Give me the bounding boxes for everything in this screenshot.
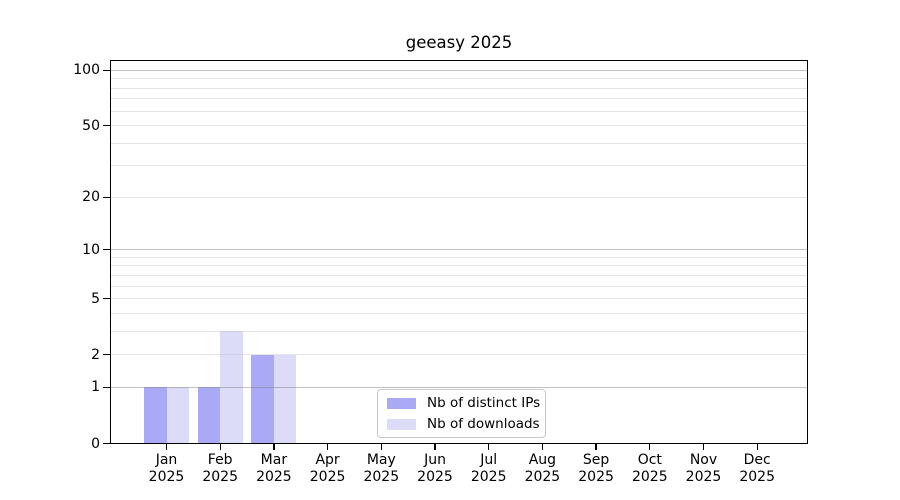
- y-tick-label: 10: [82, 241, 100, 258]
- y-tick-label: 1: [91, 379, 100, 396]
- gridline-minor: [111, 256, 807, 258]
- x-tick-year: 2025: [417, 468, 453, 485]
- y-tick-label: 100: [73, 62, 100, 79]
- x-tick-label: May 2025: [349, 452, 413, 485]
- x-tick-mark: [756, 443, 758, 450]
- x-tick-mark: [165, 443, 168, 450]
- y-tick-label: 5: [91, 290, 100, 307]
- x-tick-month: Dec: [743, 452, 771, 468]
- x-tick-month: Jan: [155, 452, 178, 468]
- x-tick-month: Jul: [480, 452, 498, 468]
- y-tick-mark: [103, 248, 110, 251]
- legend-swatch-nb-of-distinct-ips: [387, 397, 416, 409]
- gridline-minor: [111, 78, 807, 80]
- x-tick-label: Aug 2025: [510, 452, 574, 485]
- x-tick-mark: [326, 443, 329, 450]
- gridline-minor: [111, 265, 807, 267]
- x-tick-label: Dec 2025: [725, 452, 789, 485]
- x-tick-year: 2025: [256, 468, 292, 485]
- x-tick-year: 2025: [739, 468, 775, 485]
- x-tick-mark: [649, 443, 651, 450]
- x-tick-mark: [219, 443, 221, 450]
- gridline-major: [111, 69, 807, 71]
- legend: Nb of distinct IPs Nb of downloads: [377, 389, 546, 438]
- x-tick-month: Nov: [689, 452, 718, 468]
- gridline-major: [111, 249, 807, 251]
- legend-item-nb-of-downloads: Nb of downloads: [387, 415, 545, 433]
- x-tick-year: 2025: [202, 468, 238, 485]
- x-tick-mark: [702, 443, 705, 450]
- x-tick-year: 2025: [631, 468, 668, 485]
- x-tick-month: May: [366, 452, 396, 468]
- x-tick-year: 2025: [685, 468, 722, 485]
- x-tick-mark: [488, 443, 490, 450]
- gridline-minor: [111, 298, 807, 300]
- x-tick-mark: [541, 443, 544, 450]
- x-tick-label: Sep 2025: [564, 452, 628, 485]
- y-tick-mark: [103, 297, 110, 300]
- x-tick-month: Jun: [424, 452, 446, 468]
- bar-nb-of-downloads: [220, 331, 243, 444]
- x-tick-month: Aug: [528, 452, 557, 468]
- x-tick-month: Feb: [207, 452, 233, 468]
- x-tick-year: 2025: [470, 468, 507, 485]
- x-tick-year: 2025: [148, 468, 185, 485]
- bar-nb-of-distinct-ips: [144, 387, 167, 444]
- x-tick-year: 2025: [578, 468, 614, 485]
- bar-nb-of-downloads: [166, 387, 189, 444]
- legend-swatch-nb-of-downloads: [387, 418, 416, 430]
- x-tick-month: Apr: [315, 452, 340, 468]
- legend-label-nb-of-downloads: Nb of downloads: [427, 416, 540, 432]
- bar-nb-of-downloads: [273, 354, 297, 444]
- y-tick-mark: [103, 69, 110, 72]
- y-tick-mark: [103, 196, 110, 199]
- y-tick-mark: [103, 442, 110, 445]
- y-tick-label: 50: [82, 117, 100, 134]
- gridline-minor: [111, 98, 807, 100]
- gridline-minor: [111, 354, 807, 356]
- legend-item-nb-of-distinct-ips: Nb of distinct IPs: [387, 394, 545, 412]
- x-tick-year: 2025: [363, 468, 400, 485]
- legend-label-nb-of-distinct-ips: Nb of distinct IPs: [427, 395, 541, 411]
- x-tick-label: Feb 2025: [188, 452, 252, 485]
- x-tick-label: Apr 2025: [296, 452, 360, 485]
- y-tick-mark: [103, 386, 110, 389]
- x-tick-year: 2025: [309, 468, 346, 485]
- gridline-minor: [111, 165, 807, 167]
- x-tick-year: 2025: [524, 468, 561, 485]
- x-tick-label: Oct 2025: [618, 452, 682, 485]
- x-tick-label: Mar 2025: [242, 452, 306, 485]
- x-tick-month: Oct: [637, 452, 662, 468]
- x-tick-label: Jun 2025: [403, 452, 467, 485]
- gridline-minor: [111, 142, 807, 144]
- bar-nb-of-distinct-ips: [251, 354, 274, 444]
- gridline-minor: [111, 125, 807, 127]
- x-tick-label: Jul 2025: [457, 452, 521, 485]
- chart-title: geeasy 2025: [405, 33, 513, 52]
- gridline-minor: [111, 87, 807, 89]
- gridline-minor: [111, 312, 807, 314]
- y-tick-label: 0: [91, 435, 100, 452]
- gridline-minor: [111, 110, 807, 112]
- x-tick-month: Mar: [260, 452, 288, 468]
- x-tick-mark: [434, 443, 436, 450]
- gridline-minor: [111, 285, 807, 287]
- bar-nb-of-distinct-ips: [197, 387, 221, 444]
- y-tick-label: 2: [91, 346, 100, 363]
- gridline-minor: [111, 274, 807, 276]
- x-tick-mark: [595, 443, 597, 450]
- y-tick-mark: [103, 354, 110, 356]
- x-tick-month: Sep: [582, 452, 610, 468]
- x-tick-label: Jan 2025: [135, 452, 199, 485]
- y-tick-mark: [103, 125, 110, 127]
- gridline-minor: [111, 330, 807, 332]
- x-tick-label: Nov 2025: [672, 452, 736, 485]
- x-tick-mark: [380, 443, 382, 450]
- gridline-minor: [111, 196, 807, 198]
- x-tick-mark: [273, 443, 275, 450]
- gridline-major: [111, 386, 807, 388]
- y-tick-label: 20: [82, 189, 100, 206]
